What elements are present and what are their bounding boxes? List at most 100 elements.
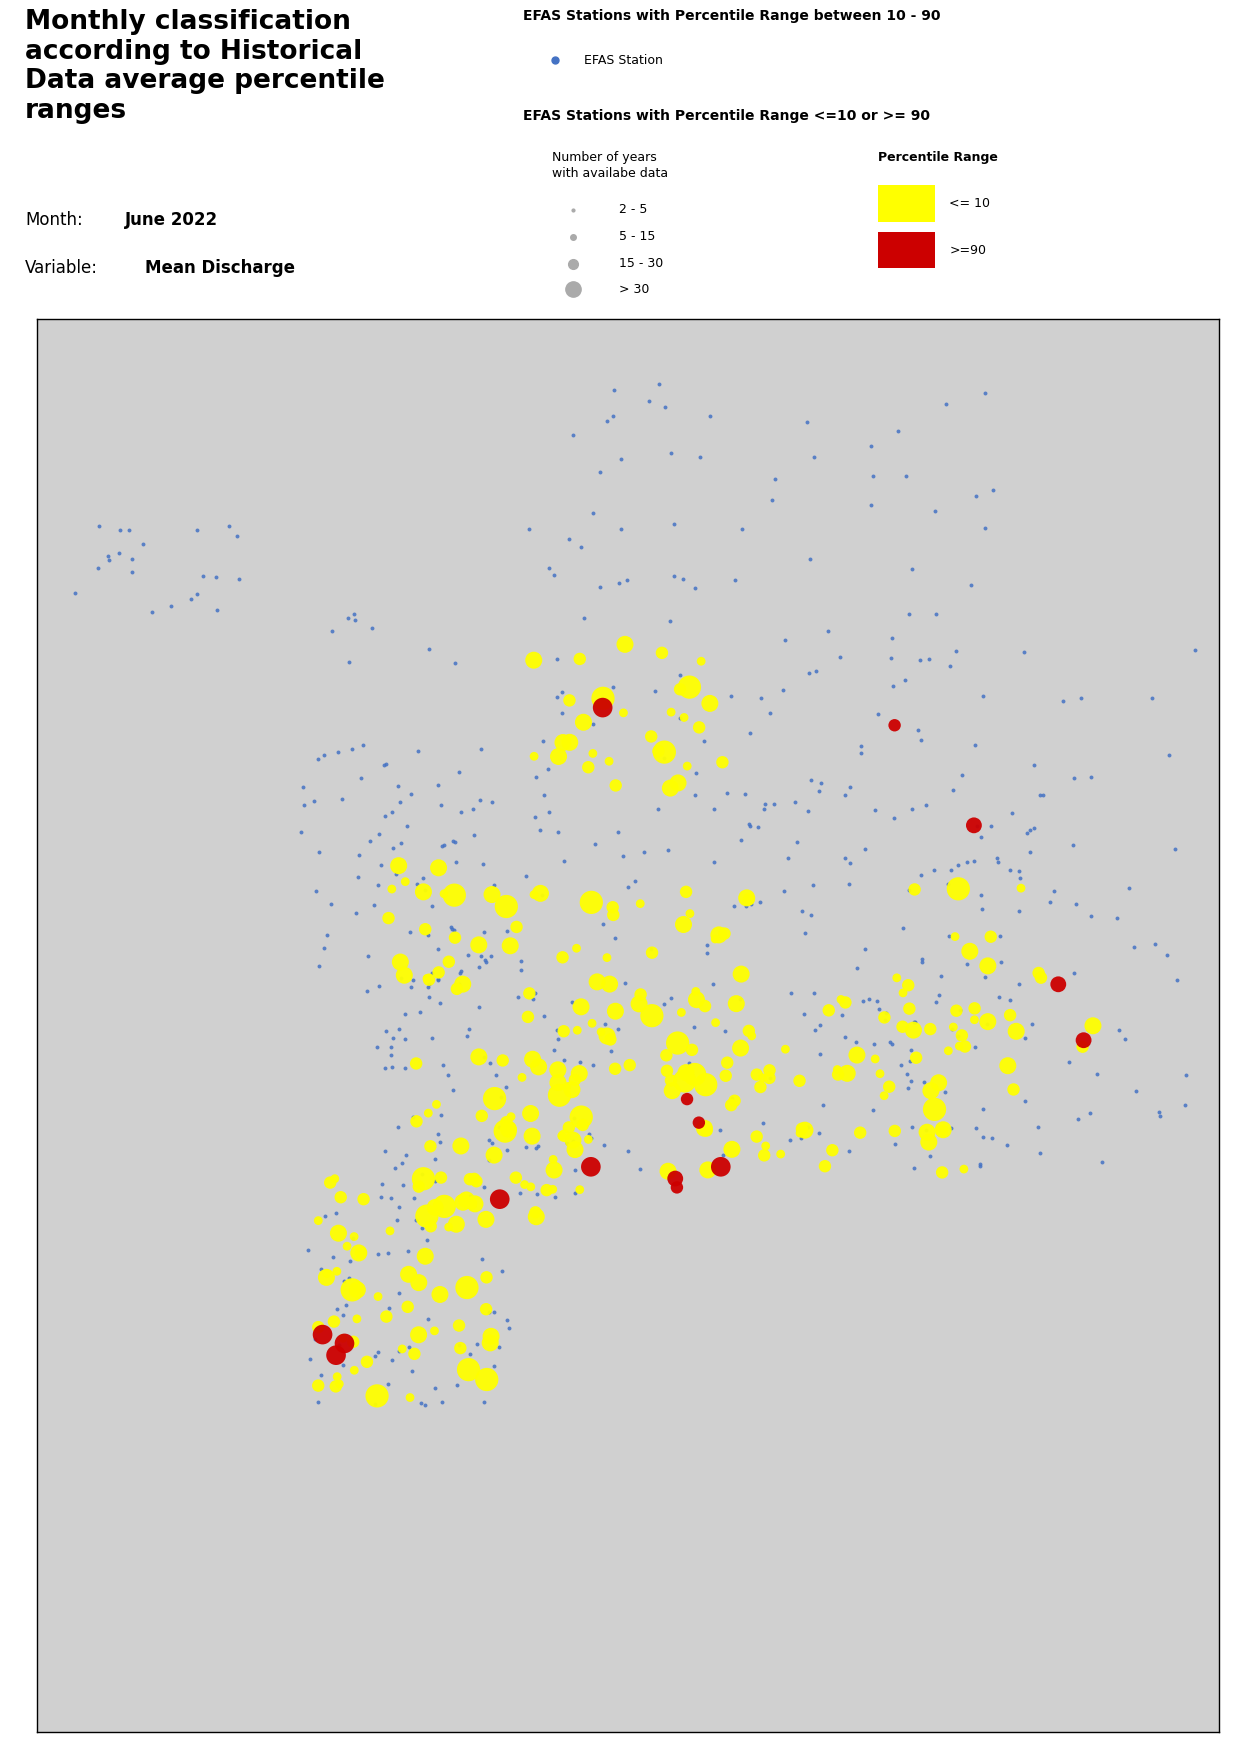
- Point: [774, 876, 794, 905]
- Point: [932, 1117, 952, 1145]
- Point: [718, 1048, 738, 1076]
- Point: [386, 859, 406, 887]
- Text: Mean Discharge: Mean Discharge: [145, 259, 294, 277]
- Point: [1168, 966, 1187, 994]
- Point: [553, 1017, 573, 1045]
- Point: [457, 1273, 477, 1301]
- Point: [477, 1366, 497, 1394]
- Point: [679, 1050, 699, 1078]
- Point: [314, 742, 334, 770]
- Point: [1048, 969, 1068, 997]
- Point: [915, 1068, 934, 1096]
- Point: [1165, 834, 1185, 862]
- Point: [1044, 876, 1064, 905]
- Point: [100, 545, 120, 573]
- Point: [390, 787, 410, 815]
- Point: [449, 969, 468, 997]
- Point: [554, 847, 574, 875]
- Point: [957, 950, 977, 978]
- FancyBboxPatch shape: [878, 231, 936, 268]
- Point: [341, 735, 361, 763]
- Point: [792, 898, 812, 926]
- Point: [972, 894, 992, 922]
- Point: [571, 1048, 591, 1076]
- Point: [310, 1360, 330, 1388]
- Point: [392, 1334, 412, 1362]
- Point: [988, 848, 1008, 876]
- Point: [329, 1331, 349, 1359]
- Point: [613, 699, 633, 727]
- Point: [409, 1173, 429, 1201]
- Point: [810, 1011, 830, 1040]
- Point: [389, 1015, 409, 1043]
- Point: [662, 698, 682, 726]
- Point: [471, 735, 491, 763]
- Point: [405, 1339, 425, 1367]
- Point: [657, 1057, 677, 1085]
- Text: 2 - 5: 2 - 5: [619, 203, 648, 216]
- Point: [911, 726, 931, 754]
- Point: [963, 847, 983, 875]
- Point: [515, 1171, 535, 1199]
- Point: [497, 1306, 517, 1334]
- Point: [445, 917, 465, 945]
- Point: [446, 848, 466, 876]
- Point: [1009, 969, 1029, 997]
- Text: >=90: >=90: [949, 244, 987, 256]
- Point: [439, 948, 459, 976]
- Point: [500, 1313, 520, 1341]
- Point: [450, 1334, 470, 1362]
- Point: [1063, 831, 1083, 859]
- Point: [485, 1141, 505, 1169]
- Point: [741, 1022, 761, 1050]
- Point: [409, 1269, 429, 1297]
- Point: [679, 673, 699, 701]
- Point: [618, 873, 638, 901]
- Point: [563, 1125, 583, 1153]
- Point: [294, 791, 314, 819]
- Point: [442, 1076, 462, 1104]
- Point: [1024, 750, 1044, 778]
- Point: [674, 703, 694, 731]
- Point: [482, 1325, 502, 1353]
- Point: [522, 985, 542, 1013]
- Point: [725, 1087, 745, 1115]
- Point: [795, 1117, 815, 1145]
- Point: [881, 643, 901, 671]
- Point: [305, 1325, 325, 1353]
- Point: [431, 791, 451, 819]
- Point: [395, 868, 415, 896]
- Point: [552, 943, 572, 971]
- Point: [334, 1267, 354, 1295]
- Point: [736, 884, 756, 912]
- Point: [353, 731, 373, 759]
- Point: [926, 989, 946, 1017]
- Point: [292, 817, 312, 845]
- Point: [1115, 1026, 1135, 1054]
- Point: [308, 1371, 328, 1399]
- Point: [552, 699, 572, 727]
- Point: [365, 1390, 385, 1418]
- Point: [1175, 1090, 1195, 1118]
- Point: [472, 1245, 492, 1273]
- Point: [309, 838, 329, 866]
- Point: [537, 1176, 557, 1204]
- Point: [648, 736, 668, 764]
- Point: [389, 1113, 409, 1141]
- Point: [947, 636, 967, 664]
- Point: [462, 794, 482, 822]
- Point: [316, 1260, 336, 1288]
- Text: Monthly classification
according to Historical
Data average percentile
ranges: Monthly classification according to Hist…: [25, 9, 385, 124]
- Point: [375, 1054, 395, 1082]
- Point: [343, 1276, 363, 1304]
- Point: [876, 999, 896, 1027]
- Point: [334, 1352, 354, 1380]
- Point: [65, 578, 85, 607]
- Point: [606, 771, 625, 799]
- Point: [982, 1124, 1002, 1152]
- Point: [804, 871, 824, 899]
- Point: [751, 684, 771, 712]
- Point: [520, 980, 540, 1008]
- Point: [451, 798, 471, 826]
- Point: [481, 1322, 501, 1350]
